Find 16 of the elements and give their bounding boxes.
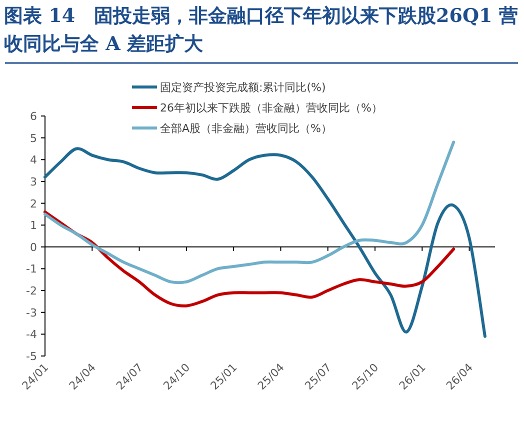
title: 图表 14 固投走弱，非金融口径下年初以来下跌股26Q1 营收同比与全 A 差距扩大 [4, 5, 518, 55]
y-tick-label: 0 [30, 240, 37, 254]
y-tick-label: 6 [30, 110, 37, 123]
legend-label: 26年初以来下跌股（非金融）营收同比（%） [160, 102, 382, 114]
y-tick-label: -5 [26, 350, 37, 363]
y-tick-label: 1 [30, 219, 37, 232]
legend-label: 全部A股（非金融）营收同比（%） [160, 122, 332, 135]
y-tick-label: 3 [30, 175, 37, 188]
y-tick-label: -2 [26, 284, 37, 298]
y-tick-label: 5 [30, 132, 37, 145]
y-tick-label: 2 [30, 197, 37, 210]
legend-label: 固定资产投资完成额:累计同比(%) [160, 81, 326, 94]
y-tick-label: 4 [30, 154, 37, 167]
y-tick-label: -1 [26, 262, 37, 276]
y-tick-label: -4 [26, 328, 37, 342]
y-tick-label: -3 [26, 306, 37, 320]
